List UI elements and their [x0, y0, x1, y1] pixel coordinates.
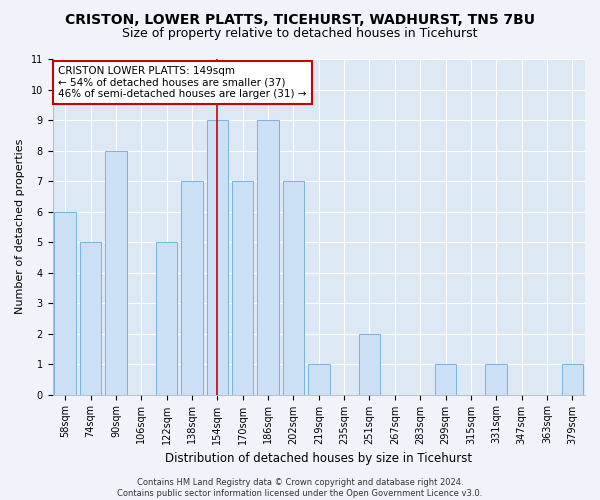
Text: Size of property relative to detached houses in Ticehurst: Size of property relative to detached ho…: [122, 28, 478, 40]
Bar: [308, 364, 329, 394]
Y-axis label: Number of detached properties: Number of detached properties: [15, 139, 25, 314]
Bar: [283, 181, 304, 394]
Bar: [206, 120, 228, 394]
Bar: [485, 364, 507, 394]
Bar: [156, 242, 178, 394]
Text: Contains HM Land Registry data © Crown copyright and database right 2024.
Contai: Contains HM Land Registry data © Crown c…: [118, 478, 482, 498]
Bar: [181, 181, 203, 394]
Text: CRISTON, LOWER PLATTS, TICEHURST, WADHURST, TN5 7BU: CRISTON, LOWER PLATTS, TICEHURST, WADHUR…: [65, 12, 535, 26]
Text: CRISTON LOWER PLATTS: 149sqm
← 54% of detached houses are smaller (37)
46% of se: CRISTON LOWER PLATTS: 149sqm ← 54% of de…: [58, 66, 307, 99]
Bar: [359, 334, 380, 394]
Bar: [232, 181, 253, 394]
Bar: [435, 364, 457, 394]
X-axis label: Distribution of detached houses by size in Ticehurst: Distribution of detached houses by size …: [165, 452, 472, 465]
Bar: [257, 120, 279, 394]
Bar: [80, 242, 101, 394]
Bar: [105, 150, 127, 394]
Bar: [55, 212, 76, 394]
Bar: [562, 364, 583, 394]
